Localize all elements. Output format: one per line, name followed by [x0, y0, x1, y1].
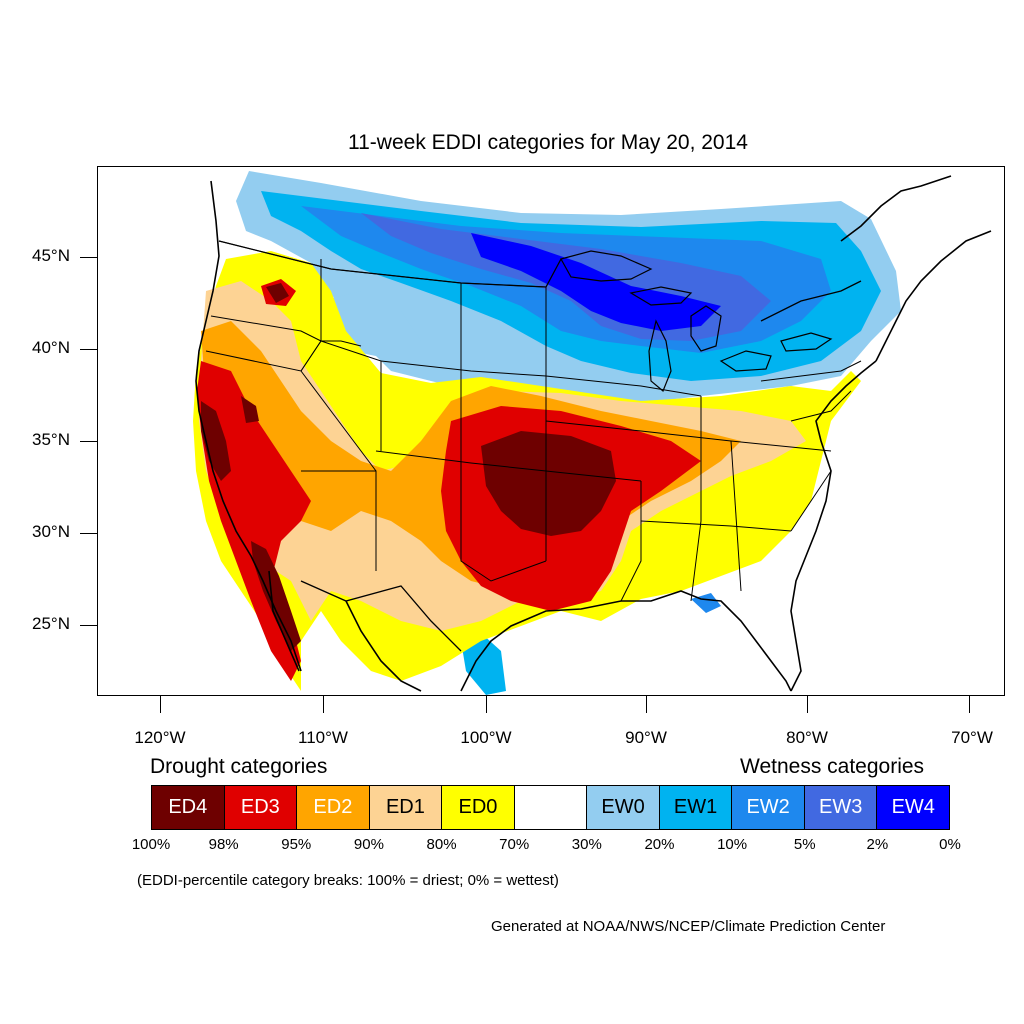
lat-label-35: 35°N	[32, 430, 70, 449]
percentile-label: 2%	[866, 836, 889, 853]
percentile-label: 100%	[131, 836, 171, 853]
lat-tick	[80, 257, 97, 258]
lon-label-90: 90°W	[625, 728, 667, 747]
legend-box-ew3: EW3	[804, 786, 878, 829]
legend-box-neutral	[514, 786, 588, 829]
lat-tick	[80, 625, 97, 626]
percentile-label: 98%	[208, 836, 239, 853]
legend-box-ed1: ED1	[369, 786, 443, 829]
lat-label-25: 25°N	[32, 614, 70, 633]
lat-tick	[80, 533, 97, 534]
percentile-label: 5%	[793, 836, 816, 853]
legend-box-ed0: ED0	[442, 786, 515, 829]
legend-box-ew1: EW1	[659, 786, 733, 829]
lon-tick	[969, 696, 970, 713]
legend-box-ed3: ED3	[224, 786, 298, 829]
lon-label-70: 70°W	[951, 728, 993, 747]
legend-box-ew0: EW0	[587, 786, 660, 829]
percentile-label: 95%	[281, 836, 312, 853]
percentile-label: 0%	[939, 836, 961, 853]
lon-label-120: 120°W	[134, 728, 186, 747]
ed3-region	[197, 279, 701, 681]
drought-heading: Drought categories	[150, 755, 328, 778]
ew-gulf-coast	[461, 633, 506, 695]
legend-box-ew4: EW4	[877, 786, 950, 829]
lon-tick	[323, 696, 324, 713]
ew4-north	[471, 233, 721, 331]
state-boundaries	[205, 240, 862, 602]
percentile-label: 10%	[717, 836, 748, 853]
legend-box-ew2: EW2	[732, 786, 805, 829]
legend-box-ed2: ED2	[297, 786, 370, 829]
eddi-map	[97, 166, 1005, 696]
percentile-label: 80%	[426, 836, 457, 853]
legend-box-ed4: ED4	[152, 786, 225, 829]
lon-tick	[160, 696, 161, 713]
map-title: 11-week EDDI categories for May 20, 2014	[348, 131, 748, 154]
ed4-region	[201, 283, 616, 651]
percentile-label: 70%	[499, 836, 530, 853]
lat-label-30: 30°N	[32, 522, 70, 541]
ew1-scatter-west	[321, 291, 421, 361]
lon-label-110: 110°W	[298, 728, 348, 747]
percentile-label: 30%	[571, 836, 602, 853]
coastline	[195, 175, 992, 692]
wetness-heading: Wetness categories	[740, 755, 925, 778]
percentile-label: 20%	[644, 836, 675, 853]
great-lakes	[560, 250, 833, 392]
lon-tick	[807, 696, 808, 713]
lat-label-45: 45°N	[32, 246, 70, 265]
credit-text: Generated at NOAA/NWS/NCEP/Climate Predi…	[491, 918, 886, 935]
lon-label-100: 100°W	[460, 728, 512, 747]
lat-tick	[80, 349, 97, 350]
category-note: (EDDI-percentile category breaks: 100% =…	[137, 872, 559, 889]
lat-tick	[80, 441, 97, 442]
lat-label-40: 40°N	[32, 338, 70, 357]
national-boundary	[218, 240, 862, 652]
lon-label-80: 80°W	[786, 728, 828, 747]
lon-tick	[646, 696, 647, 713]
lon-tick	[486, 696, 487, 713]
percentile-label: 90%	[353, 836, 384, 853]
category-legend: ED4 ED3 ED2 ED1 ED0 EW0 EW1 EW2 EW3 EW4	[151, 785, 950, 830]
